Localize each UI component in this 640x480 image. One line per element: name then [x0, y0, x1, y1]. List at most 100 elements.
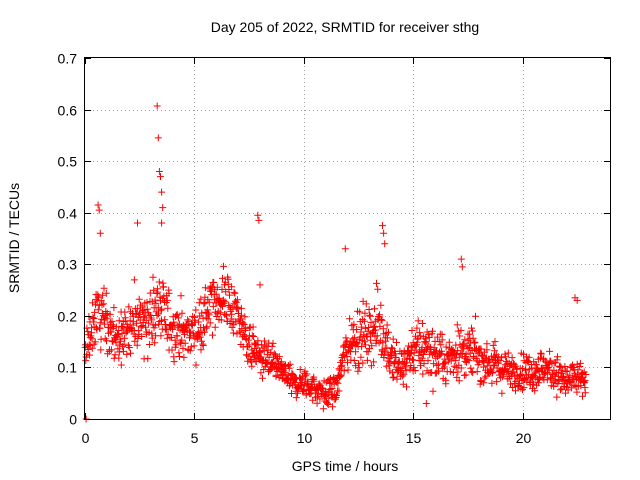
y-tick-label: 0	[69, 412, 77, 428]
data-point	[324, 399, 331, 407]
data-point	[509, 384, 517, 391]
data-point	[281, 362, 289, 370]
data-point	[573, 296, 581, 304]
data-point	[403, 383, 410, 391]
data-point	[226, 291, 233, 299]
data-point	[499, 373, 507, 381]
data-point	[194, 318, 202, 326]
data-point	[377, 301, 385, 309]
data-point	[189, 312, 197, 320]
data-point	[489, 368, 497, 376]
data-point	[140, 306, 148, 314]
data-point	[337, 371, 345, 379]
data-point	[187, 320, 195, 328]
data-point	[236, 329, 244, 337]
data-point	[489, 362, 497, 370]
data-point	[150, 286, 158, 294]
data-point	[343, 353, 351, 360]
data-point	[151, 296, 159, 304]
data-point	[106, 310, 114, 318]
data-point	[241, 313, 249, 321]
data-point	[204, 306, 212, 314]
data-point	[286, 360, 294, 368]
data-point	[461, 336, 469, 344]
data-point	[376, 311, 383, 319]
data-point	[465, 357, 473, 365]
data-point	[379, 222, 386, 230]
y-tick-label: 0.1	[58, 360, 78, 376]
data-point	[196, 333, 204, 341]
data-point	[181, 339, 189, 347]
data-point	[425, 330, 433, 338]
data-point	[574, 366, 582, 374]
data-point	[156, 318, 164, 325]
data-point	[84, 328, 92, 336]
data-point	[531, 387, 539, 395]
data-point	[171, 336, 179, 344]
data-point	[359, 359, 367, 367]
data-point	[383, 321, 391, 329]
data-point	[456, 332, 464, 340]
data-point	[462, 350, 470, 358]
data-point	[343, 337, 351, 345]
data-point	[226, 320, 234, 327]
data-point	[205, 311, 213, 319]
data-point	[201, 284, 209, 292]
data-point	[576, 359, 584, 367]
data-point	[498, 354, 505, 362]
data-point	[179, 344, 187, 352]
y-tick-label: 0.3	[58, 257, 78, 273]
data-point	[340, 367, 348, 375]
data-point	[133, 341, 141, 349]
data-point	[203, 323, 211, 331]
data-point	[480, 379, 488, 387]
data-point	[398, 364, 406, 372]
data-point	[89, 299, 97, 307]
data-point	[95, 206, 103, 214]
data-point	[453, 321, 461, 329]
data-point	[367, 362, 375, 370]
data-point	[129, 317, 137, 325]
data-point	[115, 327, 123, 334]
data-point	[177, 292, 185, 300]
y-tick-labels: 0 0.1 0.2 0.3 0.4 0.5 0.6 0.7	[58, 51, 78, 428]
data-point	[433, 333, 441, 341]
data-point	[124, 342, 132, 350]
data-point	[120, 340, 128, 348]
data-point	[255, 216, 263, 224]
data-point	[133, 319, 141, 327]
data-point	[248, 346, 256, 354]
data-point	[523, 357, 531, 365]
data-point	[154, 288, 162, 296]
data-point	[517, 384, 525, 392]
data-point	[256, 281, 264, 289]
data-point	[157, 173, 164, 181]
data-point	[125, 303, 133, 311]
data-point	[418, 354, 426, 362]
y-tick-label: 0.7	[58, 51, 78, 67]
data-point	[99, 291, 107, 299]
data-point	[107, 346, 115, 354]
data-point	[178, 336, 186, 344]
data-point	[580, 378, 588, 385]
data-point	[522, 366, 530, 374]
data-point	[392, 354, 400, 361]
data-point	[361, 338, 369, 346]
data-point	[530, 380, 538, 388]
data-point	[319, 405, 327, 413]
data-point	[121, 334, 129, 342]
data-point	[383, 334, 391, 342]
data-point	[158, 317, 165, 325]
data-point	[302, 391, 310, 399]
data-point	[170, 358, 178, 366]
data-point	[348, 342, 356, 349]
data-point	[335, 387, 343, 395]
data-point	[89, 318, 97, 326]
data-point	[353, 339, 361, 347]
data-point	[435, 338, 443, 346]
data-point	[368, 342, 376, 350]
data-point	[100, 300, 108, 308]
data-point	[112, 323, 120, 331]
data-point	[221, 298, 229, 306]
data-point	[371, 305, 378, 313]
